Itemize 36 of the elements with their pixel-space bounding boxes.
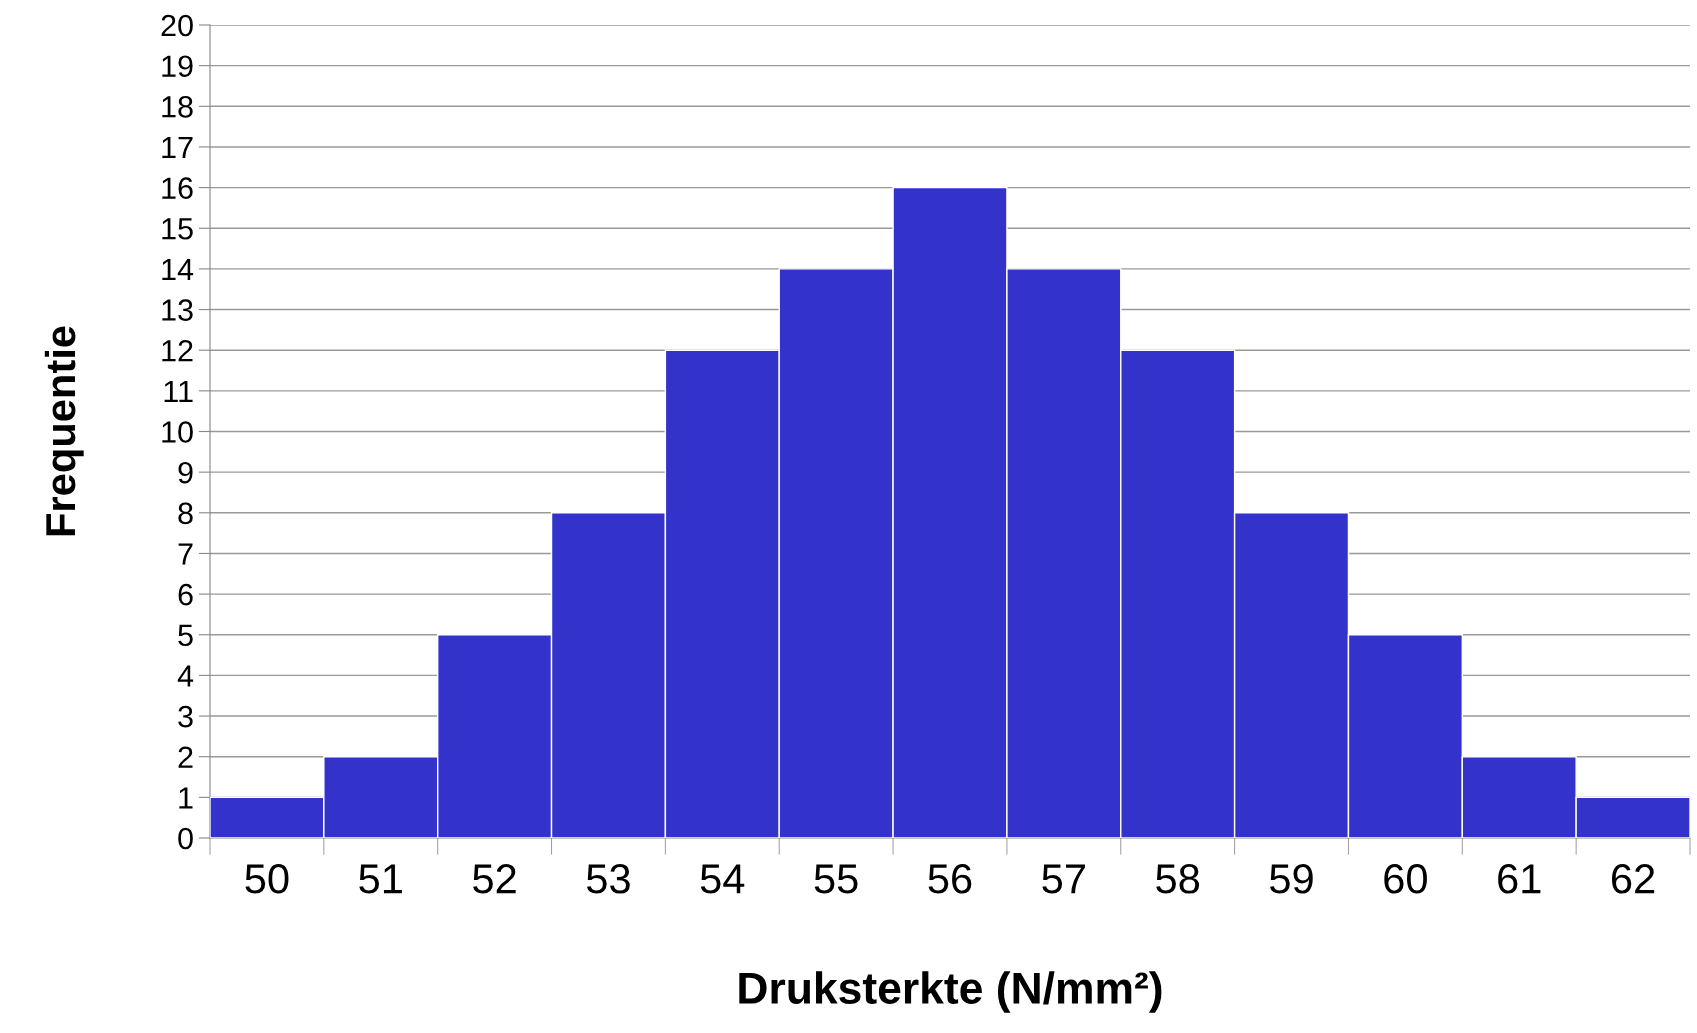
y-tick-label: 15 (162, 218, 193, 240)
x-tick-label: 52 (473, 864, 516, 894)
y-tick-label: 2 (178, 746, 193, 768)
y-tick-label: 0 (178, 827, 193, 850)
x-axis-title: Druksterkte (N/mm²) (739, 971, 1162, 1013)
x-tick-label: 56 (928, 864, 972, 894)
y-tick-label: 5 (178, 624, 193, 647)
y-tick-label: 10 (162, 421, 193, 443)
x-tick-label: 53 (586, 864, 630, 894)
x-tick-label: 50 (245, 864, 289, 894)
y-tick-label: 3 (178, 705, 193, 728)
y-tick-label: 4 (177, 665, 194, 687)
y-tick-label: 14 (162, 258, 194, 280)
x-tick-label: 59 (1270, 864, 1313, 894)
x-tick-label: 61 (1498, 864, 1541, 894)
x-tick-label: 55 (814, 864, 858, 894)
y-tick-label: 1 (179, 787, 193, 809)
y-tick-label: 8 (178, 502, 193, 525)
x-tick-label: 60 (1384, 864, 1427, 894)
y-tick-label: 17 (162, 137, 193, 159)
y-axis-title: Frequentie (44, 326, 84, 536)
x-tick-label: 58 (1156, 864, 1200, 894)
y-tick-label: 12 (162, 339, 193, 362)
y-tick-label: 13 (162, 299, 193, 321)
y-tick-label: 20 (161, 14, 193, 37)
x-tick-label: 57 (1042, 864, 1085, 894)
x-tick-label: 54 (700, 864, 745, 894)
x-tick-label: 51 (359, 864, 402, 894)
y-tick-label: 9 (178, 461, 193, 484)
y-tick-label: 6 (178, 583, 193, 606)
x-tick-label: 62 (1612, 864, 1655, 894)
y-tick-label: 7 (178, 543, 193, 565)
y-tick-label: 19 (162, 55, 193, 78)
y-tick-label: 11 (164, 380, 193, 402)
y-tick-label: 16 (162, 177, 193, 199)
y-tick-label: 18 (162, 96, 193, 118)
